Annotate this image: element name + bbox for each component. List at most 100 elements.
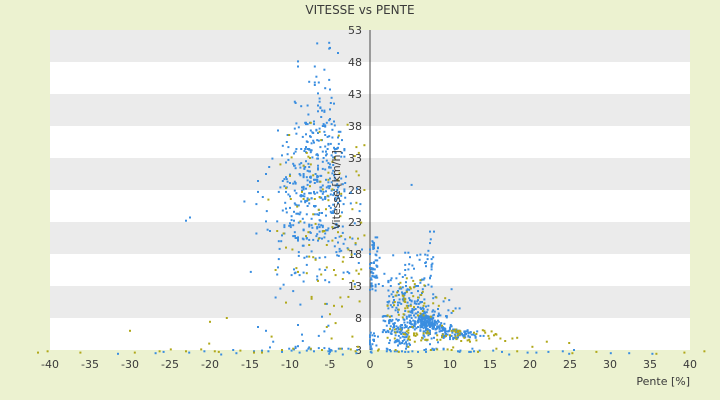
data-point — [325, 159, 328, 162]
data-point — [328, 135, 331, 138]
data-point — [392, 301, 395, 304]
data-point — [370, 268, 373, 271]
data-point — [302, 198, 305, 200]
data-point — [317, 132, 319, 134]
data-point — [427, 283, 430, 286]
data-point — [266, 228, 269, 231]
data-point — [277, 266, 279, 269]
data-point — [353, 285, 356, 288]
data-point — [293, 272, 296, 275]
data-point — [326, 194, 329, 197]
data-point — [341, 260, 344, 263]
data-point — [289, 206, 291, 209]
data-point — [407, 345, 410, 348]
data-point — [318, 268, 321, 271]
data-point — [333, 146, 335, 149]
data-point — [341, 278, 344, 280]
data-point — [304, 148, 307, 150]
data-point — [628, 352, 631, 355]
data-point — [328, 78, 331, 81]
data-point — [437, 312, 440, 315]
data-point — [407, 327, 410, 330]
data-point — [293, 189, 296, 192]
data-point — [413, 324, 415, 327]
data-point — [282, 232, 285, 235]
data-point — [293, 219, 295, 222]
data-point — [339, 215, 342, 218]
data-point — [278, 247, 281, 250]
data-point — [330, 96, 333, 99]
data-point — [334, 184, 337, 187]
data-point — [343, 149, 346, 152]
data-point — [342, 256, 345, 259]
data-point — [377, 247, 379, 250]
data-point — [317, 92, 319, 95]
data-point — [295, 148, 298, 150]
data-point — [401, 326, 403, 329]
data-point — [454, 334, 457, 337]
data-point — [408, 263, 411, 266]
data-point — [290, 219, 293, 222]
data-point — [389, 339, 391, 342]
data-point — [316, 176, 319, 179]
data-point — [441, 324, 443, 327]
data-point — [333, 102, 335, 105]
data-point — [416, 254, 419, 257]
data-point — [376, 250, 379, 253]
data-point — [321, 230, 324, 233]
data-point — [460, 340, 463, 342]
data-point — [447, 309, 450, 312]
data-point — [323, 130, 326, 133]
x-tick-label: 5 — [407, 358, 414, 371]
data-point — [476, 330, 479, 333]
data-point — [425, 265, 427, 268]
data-point — [321, 212, 323, 214]
data-point — [309, 170, 311, 173]
data-point — [454, 328, 457, 331]
data-point — [468, 338, 471, 341]
data-point — [318, 230, 321, 233]
data-point — [311, 156, 314, 159]
data-point — [287, 158, 290, 161]
data-point — [331, 160, 334, 163]
data-point — [425, 329, 427, 332]
data-point — [331, 226, 334, 229]
data-point — [545, 340, 548, 343]
data-point — [373, 244, 375, 246]
x-tick-label: -25 — [161, 358, 179, 371]
data-point — [316, 227, 319, 230]
data-point — [404, 298, 407, 301]
data-point — [333, 304, 335, 307]
data-point — [428, 321, 431, 324]
data-point — [425, 350, 427, 353]
data-point — [317, 154, 319, 157]
data-point — [321, 109, 323, 112]
data-point — [420, 320, 423, 323]
data-point — [346, 123, 349, 126]
data-point — [337, 142, 340, 145]
data-point — [413, 300, 416, 303]
data-point — [309, 176, 312, 179]
data-point — [437, 341, 439, 344]
data-point — [322, 190, 325, 193]
data-point — [309, 135, 312, 138]
data-point — [423, 324, 426, 327]
data-point — [321, 160, 324, 163]
data-point — [46, 350, 49, 353]
data-point — [449, 327, 451, 330]
data-point — [301, 189, 303, 192]
data-point — [481, 329, 484, 332]
data-point — [473, 334, 476, 337]
data-point — [305, 213, 308, 216]
data-point — [409, 286, 411, 289]
data-point — [447, 330, 450, 333]
data-point — [321, 192, 324, 195]
data-point — [301, 190, 303, 193]
data-point — [284, 201, 287, 204]
data-point — [420, 322, 423, 325]
data-point — [406, 339, 409, 342]
data-point — [369, 288, 371, 291]
data-point — [431, 320, 434, 323]
data-point — [317, 164, 319, 167]
data-point — [374, 253, 377, 256]
